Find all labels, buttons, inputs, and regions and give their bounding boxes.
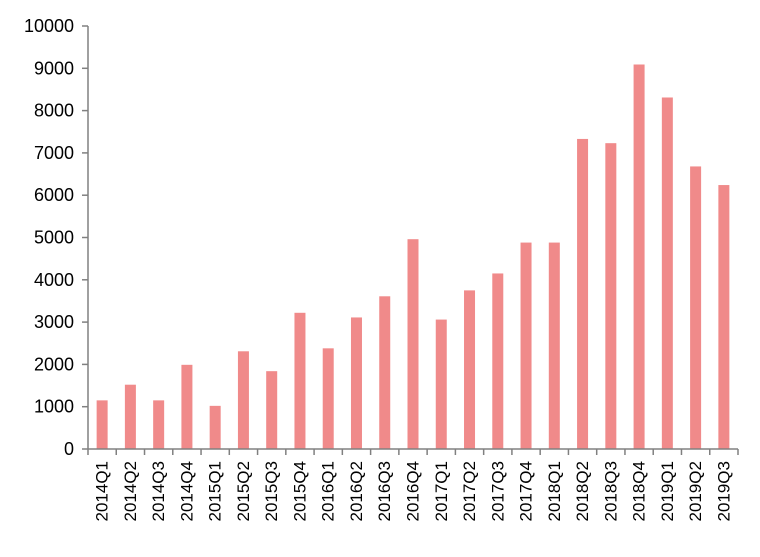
y-tick-label: 10000 (24, 16, 74, 36)
x-tick-label: 2015Q2 (234, 461, 253, 522)
x-tick-label: 2014Q3 (149, 461, 168, 522)
y-ticks: 0 1000 2000 3000 4000 5000 6000 7000 8000 9000 100… (24, 16, 88, 459)
y-tick-label: 5000 (34, 228, 74, 248)
bar-2014Q4 (181, 364, 193, 449)
x-tick-label: 2018Q1 (545, 461, 564, 522)
bar-2019Q3 (718, 185, 730, 449)
x-tick-label: 2014Q2 (121, 461, 140, 522)
x-tick-label: 2018Q4 (630, 461, 649, 522)
x-tick-label: 2019Q2 (686, 461, 705, 522)
x-tick-label: 2015Q4 (290, 461, 309, 522)
bar-2014Q2 (124, 384, 136, 449)
bar-2016Q3 (379, 296, 391, 449)
y-tick-label: 9000 (34, 58, 74, 78)
x-tick-label: 2018Q3 (601, 461, 620, 522)
x-tick-label: 2016Q3 (375, 461, 394, 522)
bar-2018Q2 (577, 138, 589, 450)
bar-2017Q4 (520, 242, 532, 449)
y-tick-label: 8000 (34, 101, 74, 121)
x-tick-label: 2017Q4 (517, 461, 536, 522)
bar-2017Q1 (435, 319, 447, 449)
y-tick-label: 3000 (34, 312, 74, 332)
x-tick-label: 2014Q1 (93, 461, 112, 522)
bar-2015Q3 (266, 371, 278, 449)
x-tick-label: 2018Q2 (573, 461, 592, 522)
bar-2015Q4 (294, 312, 306, 449)
bar-2016Q1 (322, 348, 334, 449)
bar-2014Q3 (153, 400, 165, 449)
bar-2014Q1 (96, 400, 108, 449)
bar-2019Q1 (661, 97, 673, 449)
x-ticks: 2014Q1 2014Q2 2014Q3 2014Q4 2015Q1 2015Q2 2015… (87, 449, 739, 522)
y-tick-label: 1000 (34, 397, 74, 417)
x-tick-label: 2017Q1 (432, 461, 451, 522)
bar-2019Q2 (690, 166, 702, 449)
x-tick-label: 2015Q1 (206, 461, 225, 522)
x-tick-label: 2016Q2 (347, 461, 366, 522)
bar-2017Q2 (464, 290, 476, 449)
x-tick-label: 2016Q1 (319, 461, 338, 522)
x-tick-label: 2016Q4 (404, 461, 423, 522)
x-tick-label: 2015Q3 (262, 461, 281, 522)
bar-2015Q2 (237, 351, 249, 449)
bar-2018Q4 (633, 64, 645, 450)
bars-layer (96, 64, 730, 450)
y-tick-label: 0 (64, 439, 74, 459)
bar-2015Q1 (209, 405, 221, 449)
bar-2018Q1 (548, 242, 560, 449)
x-tick-label: 2017Q3 (488, 461, 507, 522)
x-tick-label: 2017Q2 (460, 461, 479, 522)
y-tick-label: 4000 (34, 270, 74, 290)
y-tick-label: 2000 (34, 354, 74, 374)
x-tick-label: 2019Q1 (658, 461, 677, 522)
x-tick-label: 2014Q4 (177, 461, 196, 522)
x-tick-label: 2019Q3 (714, 461, 733, 522)
y-tick-label: 6000 (34, 185, 74, 205)
bar-2018Q3 (605, 143, 617, 449)
bar-2016Q4 (407, 239, 419, 449)
y-tick-label: 7000 (34, 143, 74, 163)
bar-2017Q3 (492, 273, 504, 449)
bar-2016Q2 (350, 317, 362, 449)
